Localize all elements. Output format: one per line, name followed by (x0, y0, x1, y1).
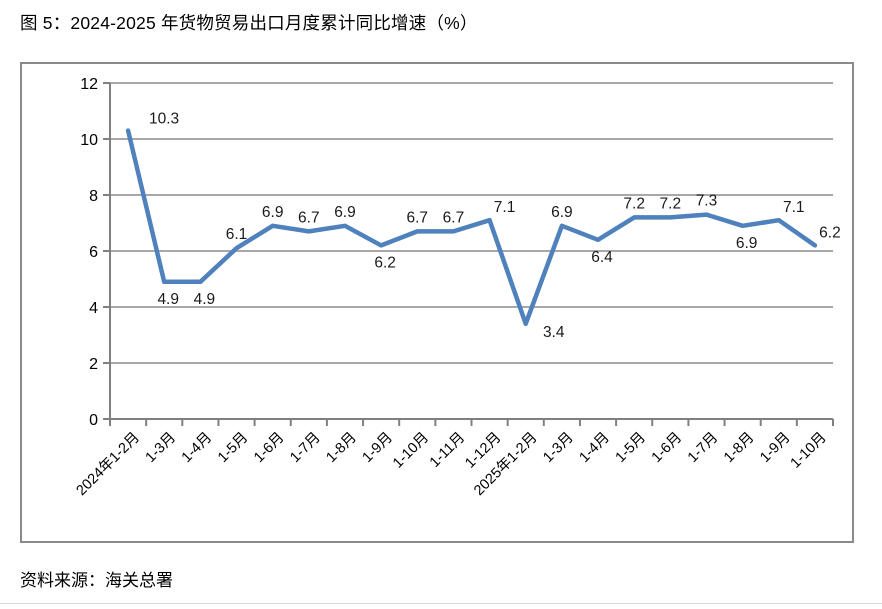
data-point-label: 7.3 (696, 193, 718, 210)
x-axis-tick-label: 1-11月 (427, 430, 468, 471)
x-axis-tick-label: 1-7月 (287, 430, 323, 466)
data-point-label: 6.7 (298, 209, 320, 226)
data-point-label: 7.1 (494, 199, 516, 216)
data-point-label: 7.2 (660, 195, 682, 212)
data-point-label: 6.1 (226, 226, 248, 243)
x-axis-tick-label: 1-5月 (215, 430, 251, 466)
series-line (125, 128, 818, 327)
x-axis-tick-label: 1-6月 (251, 430, 287, 466)
x-axis-tick-label: 1-8月 (721, 430, 757, 466)
y-axis-tick-label: 12 (80, 76, 98, 93)
x-axis-tick-label: 2024年1-2月 (73, 429, 143, 499)
data-point-label: 6.7 (406, 209, 428, 226)
bottom-divider (0, 603, 882, 604)
x-axis-tick-label: 1-6月 (649, 430, 685, 466)
x-axis-tick-label: 1-5月 (613, 430, 649, 466)
x-axis-tick-label: 1-3月 (540, 430, 576, 466)
source-note: 资料来源：海关总署 (20, 571, 173, 590)
chart-frame: 0 2 4 6 8 10 12 2024年1-2月 1-3月 1-4月 1-5月 1-6月 1-7月 1-… (20, 62, 854, 543)
x-axis-tick-label: 1-4月 (576, 430, 612, 466)
x-axis-tick-label: 1-10月 (390, 430, 432, 472)
x-axis-tick-label: 1-8月 (323, 430, 359, 466)
data-point-label: 4.9 (194, 291, 216, 308)
data-point-label: 7.2 (623, 195, 645, 212)
data-point-label: 6.7 (443, 209, 465, 226)
data-point-label: 6.9 (262, 204, 284, 221)
data-point-label: 6.9 (551, 204, 573, 221)
y-axis-tick-label: 2 (89, 356, 98, 373)
x-axis-tick-label: 1-7月 (685, 430, 721, 466)
y-axis-tick-label: 4 (89, 300, 98, 317)
data-point-label: 6.2 (374, 254, 396, 271)
chart-title: 图 5：2024-2025 年货物贸易出口月度累计同比增速（%） (20, 13, 478, 33)
data-point-label: 3.4 (543, 324, 565, 341)
x-axis-tick-label: 1-3月 (143, 430, 179, 466)
data-point-label: 7.1 (783, 199, 805, 216)
y-axis-tick-label: 6 (89, 244, 98, 261)
data-point-label: 4.9 (157, 291, 179, 308)
data-point-label: 6.9 (334, 204, 356, 221)
data-point-label: 6.4 (591, 249, 613, 266)
y-axis-tick-label: 10 (80, 132, 98, 149)
y-axis-tick-label: 8 (89, 188, 98, 205)
y-axis-tick-label: 0 (89, 412, 98, 429)
x-axis-tick-label: 1-10月 (788, 430, 830, 472)
x-axis-tick-label: 1-4月 (179, 430, 215, 466)
data-point-label: 6.9 (736, 235, 758, 252)
data-point-label: 6.2 (819, 224, 841, 241)
data-point-label: 10.3 (149, 111, 179, 128)
